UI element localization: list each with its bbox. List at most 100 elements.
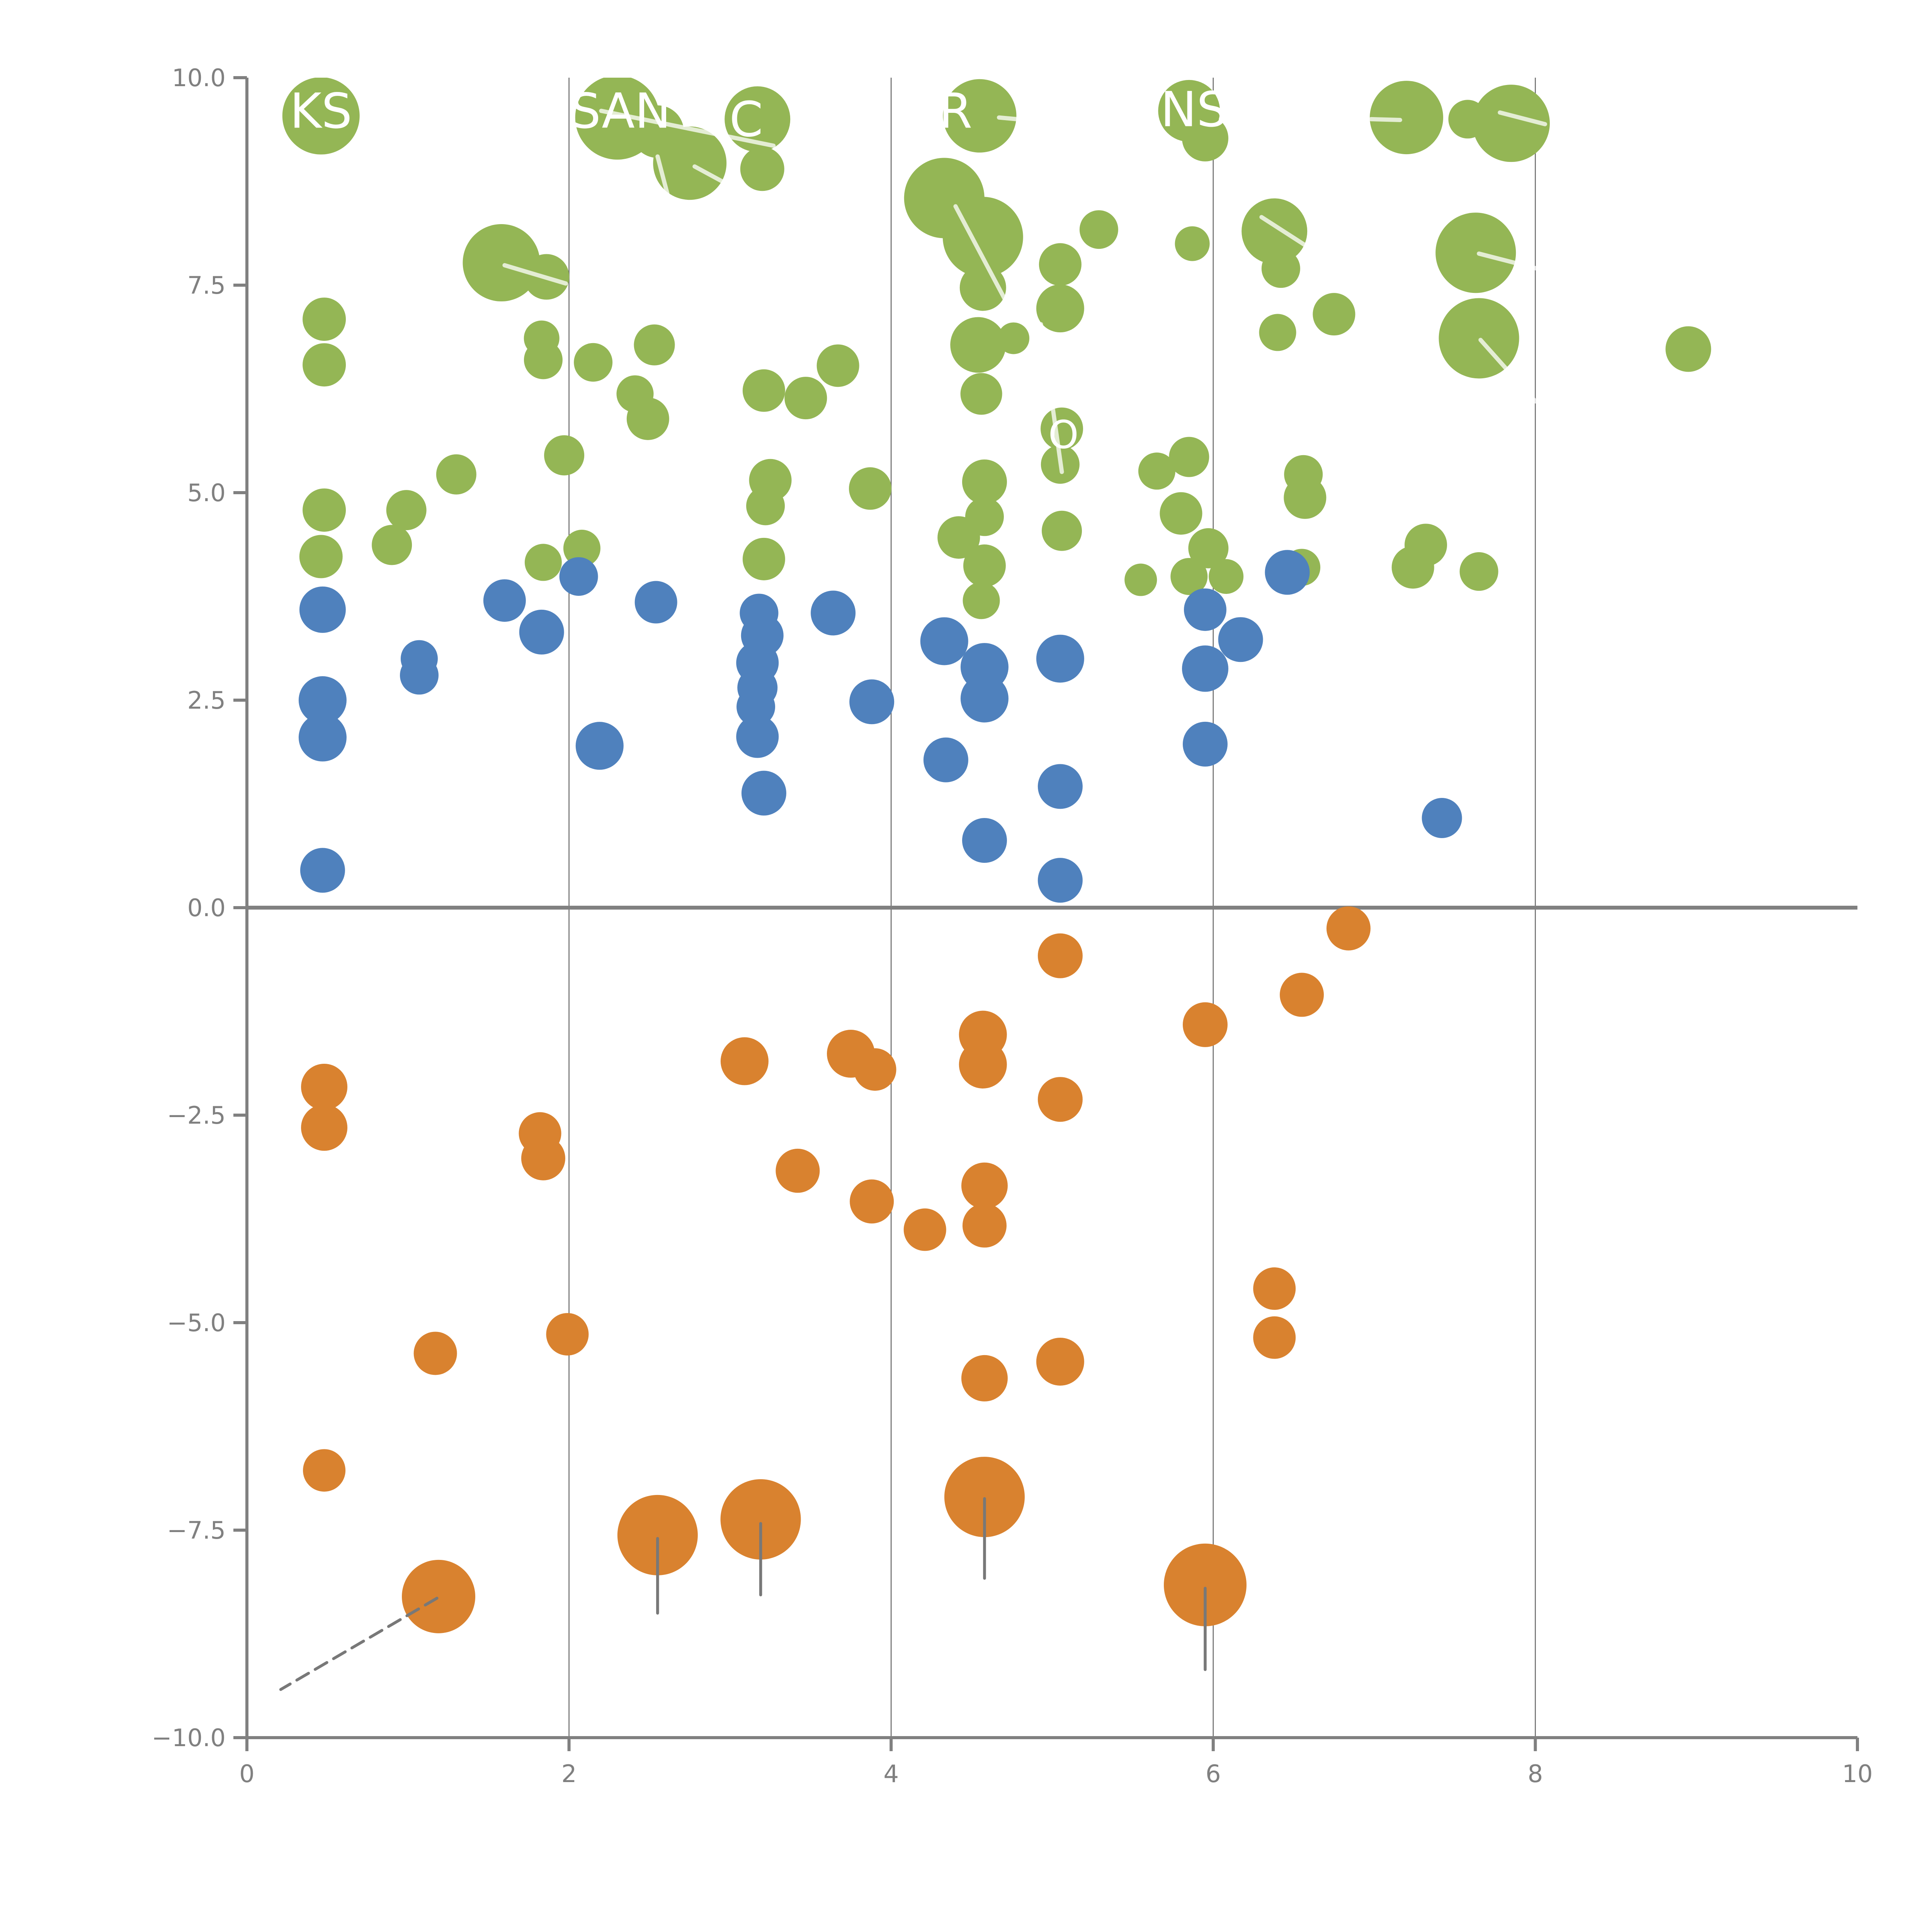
orange-bubble-4 [720, 1037, 769, 1085]
orange-bubble-5 [776, 1148, 820, 1193]
green-bubble-13 [1175, 226, 1210, 261]
green-bubble-64 [1124, 563, 1157, 596]
green-bubble-67 [1284, 476, 1327, 519]
bubble-annotation-KS: KS [290, 83, 352, 139]
green-bubble-11 [1036, 284, 1084, 333]
green-bubble-70 [1391, 546, 1434, 589]
blue-bubble-33 [1422, 798, 1462, 838]
blue-bubble-15 [736, 687, 776, 726]
bubble-annotation-R: R [939, 83, 972, 139]
bubble-annotation-SAN: SAN [570, 83, 671, 139]
green-bubble-3 [653, 126, 727, 200]
green-bubble-49 [742, 537, 785, 580]
leader-line-gray-0 [279, 1597, 439, 1691]
blue-bubble-1 [298, 676, 347, 724]
blue-bubble-19 [920, 617, 968, 665]
blue-bubble-28 [1184, 588, 1226, 631]
y-tick-label-4: 0.0 [187, 894, 226, 922]
orange-bubble-15 [854, 1048, 896, 1091]
blue-bubble-16 [736, 715, 779, 758]
green-bubble-35 [626, 397, 669, 440]
blue-bubble-27 [1037, 858, 1083, 903]
orange-bubble-3 [521, 1136, 565, 1180]
green-bubble-73 [997, 322, 1029, 354]
green-bubble-41 [386, 490, 427, 531]
orange-bubble-23 [413, 1332, 457, 1375]
green-bubble-46 [563, 529, 600, 567]
bubble-annotation-C: C [729, 92, 763, 148]
green-bubble-12 [1079, 210, 1118, 249]
x-tick-label-0: 0 [239, 1760, 255, 1788]
green-bubble-54 [963, 544, 1006, 587]
green-bubble-58 [1138, 452, 1175, 490]
x-tick-label-1: 2 [561, 1760, 577, 1788]
green-bubble-18 [1259, 314, 1296, 351]
green-bubble-59 [1169, 437, 1209, 477]
leader-line-white-8 [1369, 117, 1402, 122]
orange-bubble-21 [961, 1355, 1008, 1401]
y-tick-label-0: 10.0 [172, 64, 226, 92]
blue-bubbles-group [298, 550, 1462, 903]
orange-bubble-27 [617, 1495, 698, 1575]
leader-line-white-5 [953, 204, 1009, 306]
green-bubble-6 [943, 79, 1017, 153]
orange-bubble-11 [1182, 1002, 1228, 1047]
y-tick-label-1: 7.5 [187, 271, 226, 299]
green-bubble-40 [436, 454, 476, 495]
leader-line-white-4 [997, 115, 1046, 124]
leader-line-white-3 [655, 154, 697, 300]
green-bubble-42 [303, 488, 346, 532]
orange-bubble-26 [401, 1560, 475, 1633]
green-bubble-26 [463, 224, 540, 302]
orange-bubble-6 [850, 1179, 894, 1224]
orange-bubble-10 [1037, 933, 1083, 978]
orange-bubble-19 [1253, 1267, 1296, 1310]
blue-bubble-7 [559, 557, 598, 596]
blue-bubble-18 [811, 590, 856, 636]
orange-bubble-25 [303, 1449, 346, 1492]
y-tick-label-7: −7.5 [167, 1516, 226, 1544]
green-bubble-28 [303, 298, 346, 341]
green-bubble-71 [1459, 552, 1498, 591]
orange-bubble-20 [1253, 1316, 1296, 1359]
orange-bubble-22 [1036, 1337, 1084, 1386]
leader-line-white-0 [502, 263, 568, 286]
x-tick-label-3: 6 [1206, 1760, 1221, 1788]
y-tick-label-6: −5.0 [167, 1309, 226, 1337]
orange-bubble-13 [959, 1040, 1007, 1088]
blue-bubble-26 [962, 818, 1007, 863]
orange-bubble-8 [961, 1162, 1008, 1209]
green-bubble-62 [1170, 558, 1208, 595]
orange-bubbles-group [301, 906, 1371, 1633]
y-tick-label-5: −2.5 [167, 1101, 226, 1129]
bubble-annotation-O: O [1048, 412, 1079, 457]
green-bubble-63 [1209, 559, 1244, 594]
green-bubble-15 [1182, 115, 1228, 162]
blue-bubble-25 [1037, 764, 1083, 809]
blue-bubble-23 [1036, 634, 1084, 683]
orange-bubble-28 [720, 1479, 801, 1560]
blue-bubble-10 [300, 848, 345, 893]
orange-bubble-0 [301, 1063, 348, 1110]
leader-line-white-9 [1498, 110, 1547, 126]
bubble-annotation-NS: NS [1160, 82, 1227, 138]
y-tick-label-3: 2.5 [187, 686, 226, 714]
green-bubble-37 [816, 344, 859, 387]
green-bubble-53 [937, 516, 980, 559]
green-bubble-24 [1439, 298, 1519, 379]
green-bubble-32 [574, 343, 613, 382]
green-bubble-51 [962, 459, 1007, 505]
leader-line-white-11 [1478, 338, 1537, 404]
green-bubble-36 [742, 369, 785, 412]
green-bubble-19 [1313, 293, 1355, 336]
orange-bubble-29 [944, 1457, 1025, 1537]
green-bubble-25 [1665, 326, 1711, 372]
green-bubble-55 [1042, 510, 1082, 551]
leader-line-white-2 [692, 164, 821, 236]
blue-bubble-9 [575, 722, 624, 770]
orange-bubble-1 [301, 1104, 348, 1151]
blue-bubble-21 [960, 674, 1009, 723]
green-bubble-43 [299, 535, 343, 578]
